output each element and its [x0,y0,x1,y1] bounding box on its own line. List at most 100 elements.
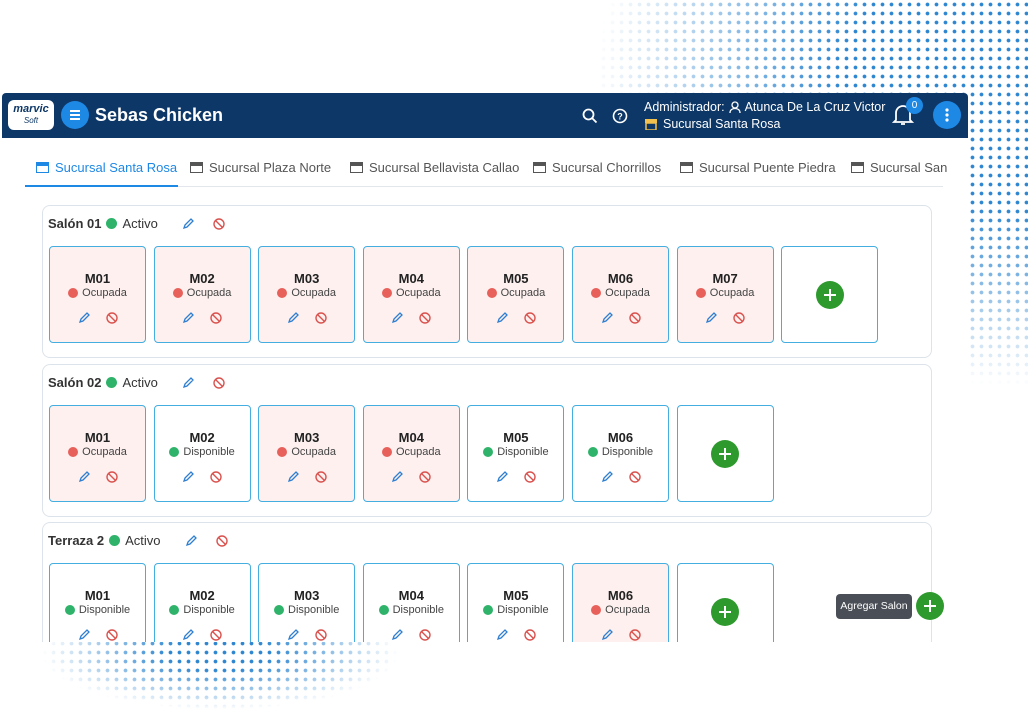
edit-icon[interactable] [77,628,91,642]
delete-icon[interactable] [628,628,642,642]
branch-tab[interactable]: Sucursal Puente Piedra [680,160,836,175]
delete-icon[interactable] [418,470,432,484]
table-card[interactable]: M01 Ocupada [49,246,146,343]
table-status: Ocupada [155,287,250,299]
delete-icon[interactable] [215,534,229,548]
table-card[interactable]: M07 Ocupada [676,246,774,343]
edit-icon[interactable] [181,470,195,484]
delete-icon[interactable] [523,628,537,642]
edit-icon[interactable] [77,470,91,484]
edit-icon[interactable] [286,470,300,484]
status-dot [109,535,121,546]
more-button[interactable] [933,101,961,129]
table-card[interactable]: M03 Ocupada [258,246,356,343]
table-card[interactable]: M06 Ocupada [572,563,669,642]
table-actions [573,311,668,325]
delete-icon[interactable] [209,311,223,325]
delete-icon[interactable] [732,311,746,325]
edit-icon-svg [183,471,195,483]
table-actions [259,470,354,484]
table-card[interactable]: M05 Disponible [467,563,565,642]
edit-icon[interactable] [286,311,300,325]
table-card[interactable]: M02 Ocupada [153,246,251,343]
edit-icon[interactable] [181,217,195,231]
edit-icon[interactable] [495,628,509,642]
edit-icon[interactable] [600,628,614,642]
edit-icon-svg [183,629,195,641]
delete-icon[interactable] [105,628,119,642]
table-card[interactable]: M03 Disponible [258,563,356,642]
branch-tab[interactable]: Sucursal San [851,160,947,175]
logo[interactable]: marvic Soft [8,100,54,130]
table-card[interactable]: M04 Ocupada [362,246,460,343]
edit-icon[interactable] [286,628,300,642]
add-table-button[interactable] [815,280,844,309]
table-card[interactable]: M03 Ocupada [258,405,356,502]
table-card[interactable]: M02 Disponible [153,563,251,642]
table-card[interactable]: M01 Ocupada [49,405,146,502]
table-status: Disponible [573,446,668,458]
delete-icon[interactable] [314,470,328,484]
edit-icon[interactable] [704,311,718,325]
table-card[interactable]: M01 Disponible [49,563,146,642]
add-table-button[interactable] [711,439,740,468]
branch-tab[interactable]: Sucursal Santa Rosa [36,160,177,175]
delete-icon[interactable] [628,470,642,484]
add-table-button[interactable] [711,597,740,626]
delete-icon[interactable] [523,470,537,484]
delete-icon[interactable] [105,470,119,484]
branch-tab[interactable]: Sucursal Plaza Norte [190,160,331,175]
table-code: M02 [189,430,215,445]
add-table-card[interactable] [781,246,879,343]
add-table-card[interactable] [676,563,774,642]
delete-icon[interactable] [209,470,223,484]
table-status: Disponible [468,604,563,616]
delete-icon[interactable] [105,311,119,325]
edit-icon-svg [287,312,299,324]
edit-icon[interactable] [495,470,509,484]
delete-icon[interactable] [209,628,223,642]
edit-icon[interactable] [600,311,614,325]
delete-icon[interactable] [314,311,328,325]
branch-tab[interactable]: Sucursal Chorrillos [533,160,661,175]
add-room-button[interactable] [916,592,944,620]
delete-icon-svg [419,312,431,324]
delete-icon[interactable] [212,376,226,390]
table-card[interactable]: M06 Ocupada [572,246,669,343]
edit-icon[interactable] [184,534,198,548]
table-card[interactable]: M05 Ocupada [467,246,565,343]
edit-icon[interactable] [181,376,195,390]
table-actions [364,470,459,484]
add-table-card[interactable] [676,405,774,502]
table-card[interactable]: M02 Disponible [153,405,251,502]
delete-icon[interactable] [418,628,432,642]
edit-icon[interactable] [390,470,404,484]
edit-icon[interactable] [390,311,404,325]
status-label: Ocupada [500,287,546,299]
table-card[interactable]: M05 Disponible [467,405,565,502]
menu-button[interactable] [61,101,89,129]
edit-icon[interactable] [77,311,91,325]
menu-icon [70,110,80,120]
table-status: Disponible [50,604,145,616]
delete-icon[interactable] [418,311,432,325]
edit-icon[interactable] [181,311,195,325]
delete-icon[interactable] [314,628,328,642]
table-actions [50,628,145,642]
table-card[interactable]: M04 Ocupada [362,405,460,502]
logo-subtext: Soft [23,116,39,125]
edit-icon[interactable] [495,311,509,325]
status-label: Disponible [183,604,235,616]
table-card[interactable]: M06 Disponible [572,405,669,502]
delete-icon[interactable] [628,311,642,325]
help-icon[interactable]: ? [612,108,628,124]
edit-icon[interactable] [390,628,404,642]
search-icon[interactable] [582,108,598,124]
table-card[interactable]: M04 Disponible [362,563,460,642]
delete-icon[interactable] [212,217,226,231]
branch-tab[interactable]: Sucursal Bellavista Callao [350,160,519,175]
room-name: Salón 02 [48,375,102,390]
edit-icon[interactable] [181,628,195,642]
edit-icon[interactable] [600,470,614,484]
delete-icon[interactable] [523,311,537,325]
